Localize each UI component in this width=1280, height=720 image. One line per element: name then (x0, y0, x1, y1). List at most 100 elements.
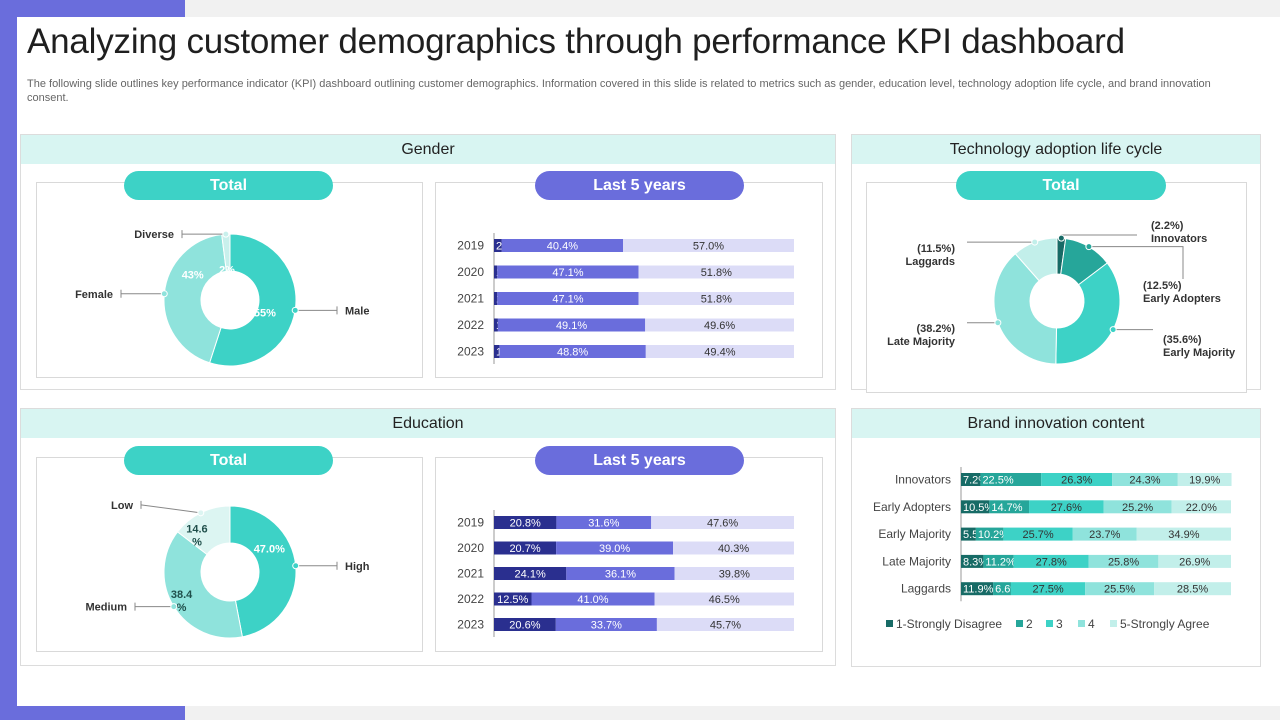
bar-value-2020-female: 47.1% (552, 267, 583, 279)
category-label-late-majority: Late Majority (882, 554, 951, 568)
bar-value-2019-female: 40.4% (547, 241, 578, 253)
legend-label-4: 4 (1088, 617, 1095, 631)
bar-value-2019-male: 57.0% (693, 241, 724, 253)
bar-value-2021-male: 51.8% (701, 294, 732, 306)
donut-label-late-majority: Late Majority (887, 336, 956, 348)
tech-total-pill: Total (956, 171, 1166, 200)
bar-2023-low (494, 618, 556, 631)
tech-panel: Technology adoption life cycle (2.2%) Inn… (851, 134, 1261, 393)
legend-swatch-2 (1016, 620, 1023, 627)
bar-value-early-majority-5-strongly-agree: 34.9% (1168, 529, 1199, 541)
bar-value-2020-male: 51.8% (701, 267, 732, 279)
donut-label-early-adopters: Early Adopters (1143, 293, 1221, 305)
bar-early-majority-3 (1003, 527, 1073, 541)
legend-swatch-3 (1046, 620, 1053, 627)
accent-bar-left (0, 0, 17, 720)
education-total-pie-chart: 47.0% High 38.4% Medium 14.6% Low (85, 500, 370, 639)
bar-2021-diverse (494, 292, 498, 305)
bar-early-majority-1-strongly-disagree (961, 527, 976, 541)
bar-early-adopters-5-strongly-agree (1171, 500, 1231, 514)
bar-early-majority-4 (1072, 527, 1137, 541)
bar-value-innovators-2: 22.5% (982, 475, 1013, 487)
page-subtitle: The following slide outlines key perform… (27, 78, 1211, 104)
bar-value-2021-medium: 36.1% (605, 569, 636, 581)
bar-2020-female (497, 265, 639, 279)
bar-innovators-2 (980, 473, 1042, 486)
tech-adoption-pie-chart: (2.2%)Innovators (12.5%)Early Adopters (35… (887, 220, 1236, 365)
bar-value-2023-low: 20.6% (509, 620, 540, 632)
bar-2020-low (494, 541, 557, 555)
bar-value-late-majority-5-strongly-agree: 26.9% (1179, 556, 1210, 568)
bar-laggards-3 (1010, 582, 1086, 596)
bar-value-early-adopters-3: 27.6% (1051, 502, 1082, 514)
bar-2022-high (654, 592, 794, 606)
accent-bar-bottom-right (185, 706, 1280, 720)
bar-2022-male (645, 318, 794, 332)
legend-label-1-strongly-disagree: 1-Strongly Disagree (896, 617, 1002, 631)
bar-late-majority-1-strongly-disagree (961, 554, 984, 568)
bar-value-late-majority-4: 25.8% (1108, 556, 1139, 568)
bar-2022-female (497, 318, 646, 332)
bar-value-2019-high: 47.6% (707, 518, 738, 530)
category-label-2019: 2019 (457, 516, 484, 530)
category-label-innovators: Innovators (895, 473, 951, 487)
donut-value-low-1: % (192, 536, 202, 548)
legend-label-2: 2 (1026, 617, 1033, 631)
donut-dot-female (160, 290, 168, 298)
bar-value-innovators-3: 26.3% (1061, 475, 1092, 487)
gender-panel: Gender 55% Male 43% Female 2% Diverse Total 2… (20, 134, 836, 390)
page-title: Analyzing customer demographics through … (27, 22, 1125, 61)
category-label-2020: 2020 (457, 541, 484, 555)
donut-value-low-0: 14.6 (186, 523, 207, 535)
bar-value-2022-medium: 41.0% (577, 594, 608, 606)
gender-total-pie-chart: 55% Male 43% Female 2% Diverse (75, 229, 369, 367)
brand-panel: Brand innovation content Innovators 7.2% 2… (851, 408, 1261, 667)
bar-2020-medium (556, 541, 674, 555)
accent-bar-bottom-left (0, 706, 185, 720)
donut-label-diverse: Diverse (134, 229, 174, 241)
bar-2019-diverse (494, 239, 502, 252)
bar-laggards-4 (1085, 582, 1155, 596)
bar-value-2022-low: 12.5% (497, 594, 528, 606)
bar-late-majority-3 (1013, 554, 1089, 568)
bar-value-laggards-5-strongly-agree: 28.5% (1177, 584, 1208, 596)
donut-value-early-adopters: (12.5%) (1143, 280, 1182, 292)
bar-innovators-3 (1041, 473, 1113, 486)
bar-value-laggards-3: 27.5% (1032, 584, 1063, 596)
bar-value-2020-medium: 39.0% (599, 543, 630, 555)
bar-value-early-adopters-4: 25.2% (1122, 502, 1153, 514)
bar-value-late-majority-3: 27.8% (1036, 556, 1067, 568)
donut-dot-diverse (222, 230, 230, 238)
bar-2020-diverse (494, 265, 498, 279)
donut-slice-early-majority (1055, 262, 1121, 365)
bar-2019-female (501, 239, 623, 252)
bar-2023-male (645, 345, 794, 358)
category-label-2022: 2022 (457, 592, 484, 606)
donut-leader-early-adopters (1088, 246, 1184, 279)
bar-value-innovators-5-strongly-agree: 19.9% (1189, 475, 1220, 487)
bar-laggards-5-strongly-agree (1154, 582, 1231, 596)
donut-value-medium-0: 38.4 (171, 589, 193, 601)
bar-value-early-adopters-2: 14.7% (991, 502, 1022, 514)
legend-label-3: 3 (1056, 617, 1063, 631)
donut-dot-high (292, 562, 300, 570)
category-label-2023: 2023 (457, 345, 484, 359)
legend-swatch-1-strongly-disagree (886, 620, 893, 627)
bar-2023-diverse (494, 345, 500, 358)
bar-value-late-majority-2: 11.2% (985, 556, 1016, 568)
bar-early-adopters-3 (1029, 500, 1104, 514)
bar-2022-medium (531, 592, 655, 606)
donut-dot-early-adopters (1085, 243, 1093, 251)
bar-value-2021-female: 47.1% (552, 294, 583, 306)
bar-value-early-majority-3: 25.7% (1022, 529, 1053, 541)
legend-label-5-strongly-agree: 5-Strongly Agree (1120, 617, 1210, 631)
donut-slice-low (176, 505, 231, 556)
donut-dot-laggards (1031, 238, 1039, 246)
donut-slice-male (208, 233, 297, 367)
bar-2019-male (623, 239, 794, 252)
gender-trend-pill: Last 5 years (535, 171, 744, 200)
bar-value-2023-female: 48.8% (557, 347, 588, 359)
donut-value-laggards: (11.5%) (917, 243, 955, 255)
donut-slice-medium (163, 531, 243, 639)
donut-label-high: High (345, 561, 370, 573)
